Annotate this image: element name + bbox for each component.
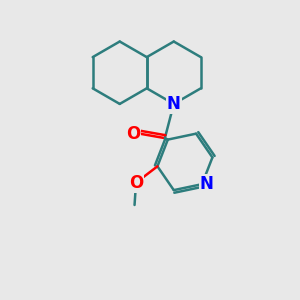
Text: O: O	[126, 125, 140, 143]
Text: N: N	[200, 175, 213, 193]
Text: N: N	[167, 95, 181, 113]
Text: O: O	[129, 174, 143, 192]
